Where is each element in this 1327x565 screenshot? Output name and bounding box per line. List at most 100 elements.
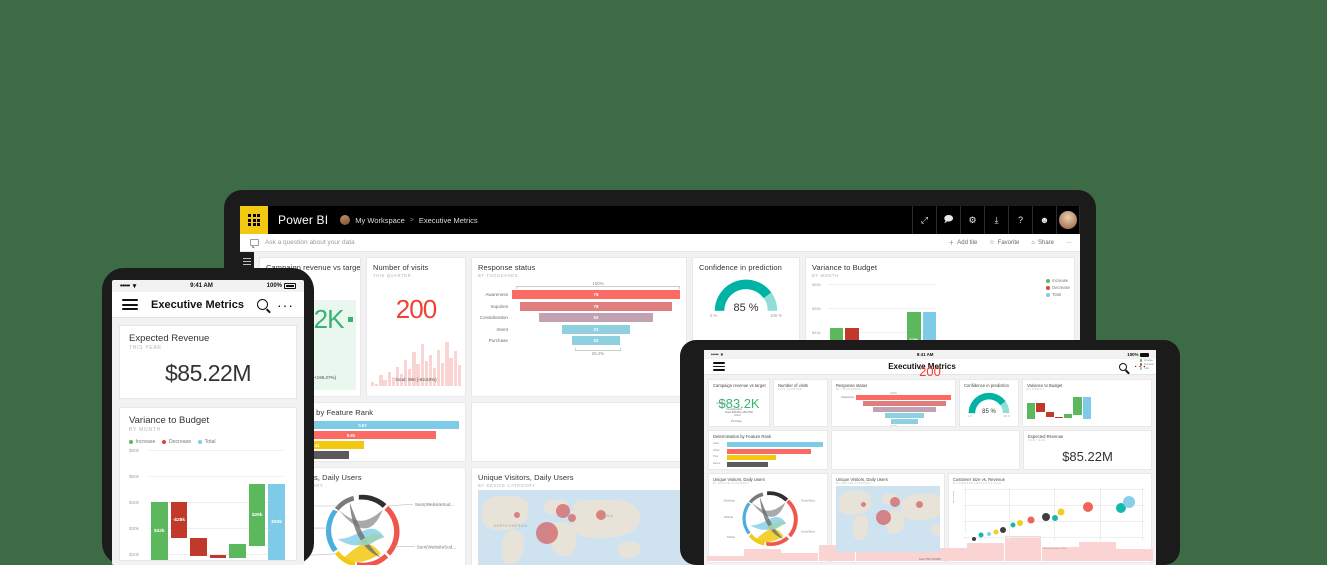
- phone-nav-bar: Executive Metrics ···: [112, 292, 304, 318]
- tile-determination[interactable]: Determination by Feature Rank Users Visi…: [708, 430, 828, 470]
- tile-title: Unique Visitors, Daily Users: [713, 477, 765, 482]
- tablet-nav-bar: Executive Metrics ···: [704, 359, 1156, 375]
- phone-card-expected-revenue[interactable]: Expected Revenue THIS YEAR $85.22M: [119, 325, 297, 399]
- fullscreen-icon[interactable]: ⤢: [912, 206, 936, 234]
- app-launcher-icon[interactable]: [240, 206, 268, 234]
- feedback-icon[interactable]: ☻: [1032, 206, 1056, 234]
- share-icon: ⌂: [1031, 239, 1035, 246]
- tile-expected-revenue[interactable]: Expected Revenue THIS YEAR $85.22M: [1023, 430, 1152, 470]
- funnel-top-axis: 100%: [592, 281, 604, 286]
- tile-response-status[interactable]: Response status BY THOUSANDS 100% Awaren…: [716, 379, 956, 427]
- bar-label: Users: [713, 442, 720, 445]
- kpi-goal: Goal: 550 (-63.63%): [395, 377, 437, 382]
- breadcrumb-separator: >: [409, 216, 414, 224]
- tile-title: Confidence in prediction: [699, 263, 782, 272]
- bar: 0.60: [266, 431, 436, 439]
- gauge-max: 100 %: [770, 313, 782, 318]
- tile-subtitle: BY MONTH: [812, 273, 839, 278]
- topbar-icon-group: ⤢ 🗩 ⚙ ⤓ ? ☻: [912, 206, 1080, 234]
- legend-label: Increase: [1052, 278, 1069, 283]
- qna-placeholder: Ask a question about your data: [265, 239, 355, 246]
- download-icon[interactable]: ⤓: [984, 206, 1008, 234]
- y-tick: $40k: [812, 330, 821, 335]
- hamburger-icon[interactable]: [122, 297, 138, 313]
- search-icon[interactable]: [257, 299, 268, 310]
- phone-status-bar: ••••• ▾ 9:41 AM 100%: [112, 280, 304, 292]
- funnel-label: Purchase: [488, 338, 508, 343]
- hamburger-icon[interactable]: [713, 360, 725, 373]
- star-icon: ☆: [989, 240, 995, 246]
- tile-number-of-visits[interactable]: Number of visits THIS QUARTER: [366, 257, 466, 397]
- bar: [190, 538, 207, 556]
- funnel-bar: 79: [512, 290, 680, 299]
- share-button[interactable]: ⌂ Share: [1031, 240, 1054, 246]
- tile-title: Campaign revenue vs target: [713, 383, 766, 388]
- tile-title: Response status: [836, 383, 868, 388]
- tile-title: Variance to Budget: [1027, 383, 1063, 388]
- more-icon[interactable]: ···: [277, 296, 294, 313]
- tile-campaign-revenue[interactable]: Campaign revenue vs target $83.2K Goal: …: [708, 379, 770, 427]
- more-button[interactable]: ···: [1066, 239, 1072, 246]
- avatar[interactable]: [1056, 206, 1080, 234]
- funnel-bar: 31: [561, 324, 631, 334]
- tile-variance-to-budget[interactable]: Variance to Budget BY MONTH Increase Dec…: [1022, 359, 1154, 427]
- tile-confidence[interactable]: Confidence in prediction 85 % 0 % 100 %: [959, 379, 1019, 427]
- signal-icon: •••••: [120, 282, 130, 290]
- qna-bar[interactable]: Ask a question about your data ＋ Add tile…: [240, 234, 1080, 252]
- geo-map[interactable]: [836, 486, 940, 552]
- tile-scatter[interactable]: Customer Size vs. Revenue BY AVERAGE LEN…: [948, 473, 1152, 563]
- bar: $42k: [151, 502, 168, 560]
- help-icon[interactable]: ?: [1008, 206, 1032, 234]
- y-tick: $60k: [812, 282, 821, 287]
- tile-subtitle: BY AVERAGE LENGTH OF STAY: [953, 482, 1003, 485]
- battery-percent: 100%: [266, 283, 282, 289]
- tile-title: Determination by Feature Rank: [713, 434, 772, 439]
- tile-subtitle: BY DEVICE CATEGORY: [713, 482, 750, 485]
- svg-text:Sum(Web...: Sum(Web...: [801, 530, 817, 534]
- tile-row2-spacer[interactable]: [831, 430, 1020, 470]
- tile-number-of-visits[interactable]: Number of visits THIS QUARTER 200 Goal: …: [707, 364, 1153, 561]
- settings-icon[interactable]: ⚙: [960, 206, 984, 234]
- phone-card-variance[interactable]: Variance to Budget BY MONTH Increase Dec…: [119, 407, 297, 561]
- legend-label: Total: [204, 439, 216, 445]
- more-icon[interactable]: ···: [1134, 360, 1147, 372]
- brand-name[interactable]: Power BI: [278, 213, 329, 227]
- svg-text:Sum(WebsiteSud...: Sum(WebsiteSud...: [415, 502, 454, 507]
- legend-item: Total: [198, 439, 216, 445]
- bar: $29k: [248, 484, 266, 546]
- search-icon[interactable]: [1119, 362, 1127, 371]
- bar-label: Time: [713, 455, 719, 458]
- waterfall-chart: $60k $50k $40k $30k $20k $42k -$28k $29k…: [129, 448, 287, 560]
- wifi-icon: ▾: [720, 351, 723, 357]
- svg-text:Sum(Web...: Sum(Web...: [801, 499, 817, 503]
- variance-legend: Increase Decrease Total: [1045, 278, 1070, 297]
- add-tile-button[interactable]: ＋ Add tile: [948, 238, 978, 248]
- funnel-bottom-axis: 26.2%: [591, 350, 605, 356]
- tile-map[interactable]: Unique Visitors, Daily Users BY DEVICE C…: [831, 473, 945, 563]
- phone-screen: ••••• ▾ 9:41 AM 100% Executive Metrics ·…: [112, 280, 304, 565]
- battery-indicator: 100%: [267, 283, 296, 289]
- favorite-button[interactable]: ☆ Favorite: [989, 239, 1019, 247]
- hamburger-icon[interactable]: [240, 254, 254, 268]
- add-tile-label: Add tile: [957, 239, 978, 246]
- funnel-label: Consideration: [479, 315, 508, 320]
- svg-text:Sum(WebsiteSod...: Sum(WebsiteSod...: [417, 544, 456, 549]
- y-tick: $30k: [129, 526, 139, 531]
- card-title: Expected Revenue: [129, 333, 210, 344]
- breadcrumb-report[interactable]: Executive Metrics: [418, 215, 478, 225]
- x-axis-label: Average Length of Stay: [1043, 548, 1067, 550]
- tile-chord[interactable]: Unique Visitors, Daily Users BY DEVICE C…: [708, 473, 828, 563]
- legend-label: Decrease: [168, 439, 192, 445]
- breadcrumb: My Workspace > Executive Metrics: [340, 215, 478, 225]
- status-time: 9:41 AM: [916, 352, 934, 357]
- legend-label: Increase: [135, 439, 156, 445]
- kpi-value: $83.2K: [718, 396, 760, 411]
- variance-legend: Increase Decrease Total: [129, 439, 287, 445]
- funnel-chart: Awareness 79 Inquiries 78 Consideration …: [478, 290, 680, 345]
- comment-icon[interactable]: 🗩: [936, 206, 960, 234]
- y-axis-label: Rev (million): [953, 491, 955, 504]
- breadcrumb-workspace[interactable]: My Workspace: [355, 215, 405, 225]
- dashboard-actions: ＋ Add tile ☆ Favorite ⌂ Share ···: [948, 238, 1080, 248]
- tile-response-status[interactable]: Response status BY THOUSANDS 100% Awaren…: [471, 257, 687, 397]
